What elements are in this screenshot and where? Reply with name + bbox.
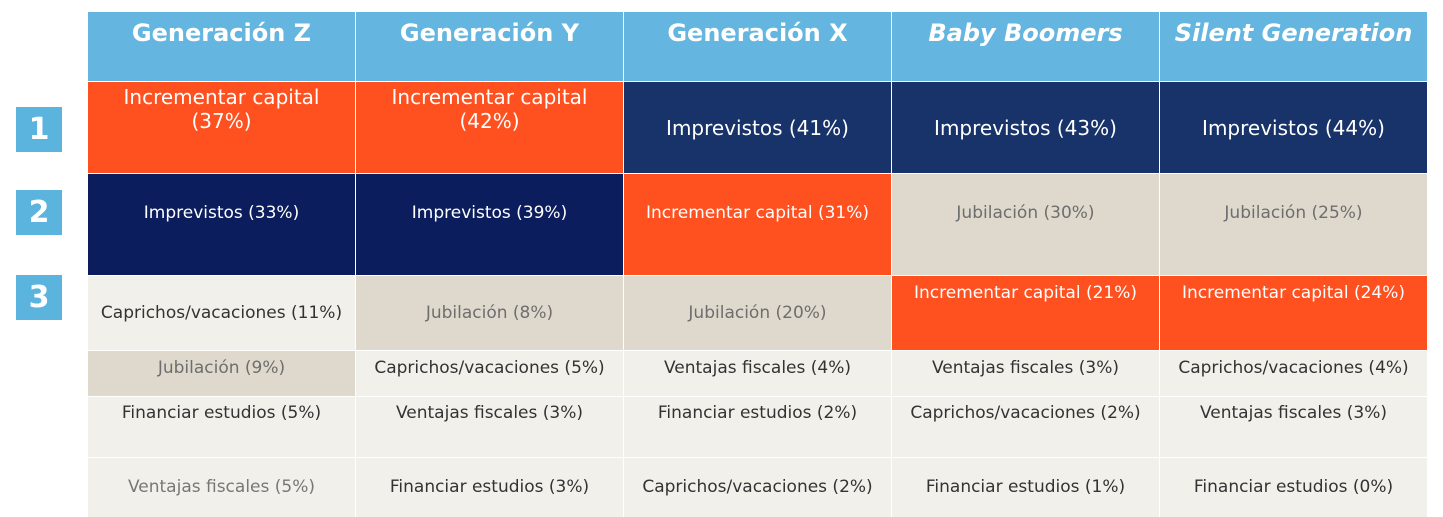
table-cell: Financiar estudios (0%) xyxy=(1160,458,1427,517)
table-cell: Imprevistos (33%) xyxy=(88,174,355,275)
table-cell: Jubilación (9%) xyxy=(88,351,355,396)
table-cell: Financiar estudios (3%) xyxy=(356,458,623,517)
header-generacion-x: Generación X xyxy=(624,12,891,81)
table-cell: Incrementar capital (42%) xyxy=(356,82,623,173)
table-cell: Incrementar capital (37%) xyxy=(88,82,355,173)
header-silent-generation: Silent Generation xyxy=(1160,12,1427,81)
table-cell: Caprichos/vacaciones (5%) xyxy=(356,351,623,396)
table-cell: Ventajas fiscales (3%) xyxy=(356,397,623,457)
table-cell: Ventajas fiscales (3%) xyxy=(892,351,1159,396)
header-baby-boomers: Baby Boomers xyxy=(892,12,1159,81)
header-generacion-z: Generación Z xyxy=(88,12,355,81)
table-cell: Caprichos/vacaciones (4%) xyxy=(1160,351,1427,396)
table-cell: Incrementar capital (24%) xyxy=(1160,276,1427,350)
table-cell: Ventajas fiscales (5%) xyxy=(88,458,355,517)
table-cell: Imprevistos (43%) xyxy=(892,82,1159,173)
table-cell: Financiar estudios (5%) xyxy=(88,397,355,457)
table-cell: Incrementar capital (31%) xyxy=(624,174,891,275)
table-cell: Jubilación (25%) xyxy=(1160,174,1427,275)
table-cell: Ventajas fiscales (4%) xyxy=(624,351,891,396)
table-cell: Caprichos/vacaciones (11%) xyxy=(88,276,355,350)
table-cell: Ventajas fiscales (3%) xyxy=(1160,397,1427,457)
header-generacion-y: Generación Y xyxy=(356,12,623,81)
table-cell: Financiar estudios (2%) xyxy=(624,397,891,457)
table-cell: Imprevistos (41%) xyxy=(624,82,891,173)
table-cell: Jubilación (8%) xyxy=(356,276,623,350)
table-cell: Incrementar capital (21%) xyxy=(892,276,1159,350)
table-cell: Financiar estudios (1%) xyxy=(892,458,1159,517)
rank-badge-3: 3 xyxy=(16,275,62,320)
generations-table: Generación Z Generación Y Generación X B… xyxy=(88,12,1428,517)
table-cell: Jubilación (30%) xyxy=(892,174,1159,275)
rank-badge-1: 1 xyxy=(16,107,62,152)
table-cell: Imprevistos (44%) xyxy=(1160,82,1427,173)
rank-badge-2: 2 xyxy=(16,190,62,235)
table-cell: Imprevistos (39%) xyxy=(356,174,623,275)
table-cell: Caprichos/vacaciones (2%) xyxy=(624,458,891,517)
table-cell: Caprichos/vacaciones (2%) xyxy=(892,397,1159,457)
table-cell: Jubilación (20%) xyxy=(624,276,891,350)
